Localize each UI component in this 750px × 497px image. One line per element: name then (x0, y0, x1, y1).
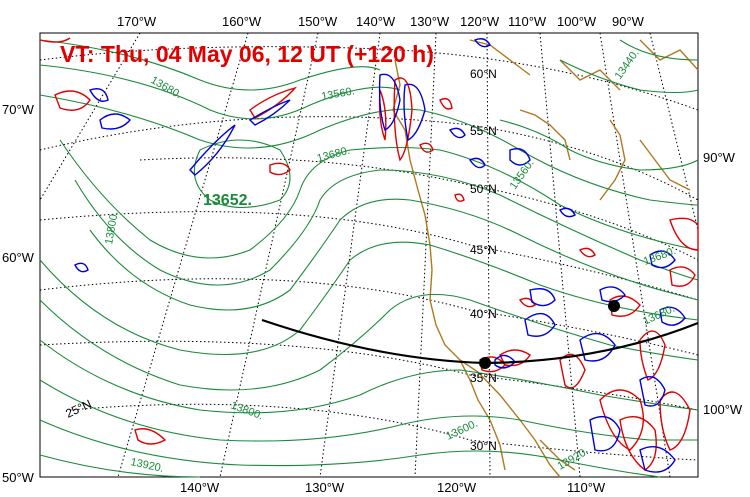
map-frame (39, 32, 699, 478)
left-label: 70°W (2, 102, 35, 117)
right-label: 90°W (703, 150, 736, 165)
top-lon-label: 150°W (298, 14, 338, 29)
top-lon-label: 140°W (356, 14, 396, 29)
right-labels: 90°W 100°W (703, 150, 743, 417)
top-lon-label: 100°W (557, 14, 597, 29)
cross-section-point-a (479, 357, 491, 369)
top-lon-labels: 170°W 160°W 150°W 140°W 130°W 120°W 110°… (117, 14, 645, 29)
top-lon-label: 90°W (612, 14, 645, 29)
cross-section-point-b (608, 300, 620, 312)
lat-label: 40°N (470, 307, 497, 321)
right-label: 100°W (703, 402, 743, 417)
lat-label: 60°N (470, 67, 497, 81)
bottom-lon-labels: 140°W 130°W 120°W 110°W (180, 480, 606, 495)
positive-contours (39, 37, 699, 471)
left-labels: 70°W 60°W 50°W (2, 102, 35, 485)
low-center-label: 13652. (203, 192, 252, 209)
left-label: 50°W (2, 470, 35, 485)
negative-contours (74, 38, 686, 473)
lat-label: 35°N (470, 371, 497, 385)
top-lon-label: 110°W (508, 14, 547, 29)
lat-label: 55°N (470, 124, 497, 138)
bottom-lon-label: 110°W (567, 480, 606, 495)
map-title: VT: Thu, 04 May 06, 12 UT (+120 h) (60, 41, 434, 67)
bottom-lon-label: 120°W (437, 480, 477, 495)
bottom-lon-label: 130°W (305, 480, 345, 495)
top-lon-label: 130°W (410, 14, 450, 29)
graticule (39, 32, 699, 478)
top-lon-label: 170°W (117, 14, 157, 29)
lat-label: 50°N (470, 182, 497, 196)
bottom-lon-label: 140°W (180, 480, 220, 495)
top-lon-label: 120°W (460, 14, 500, 29)
contour-label: 13560. (320, 85, 355, 103)
geopotential-contours (39, 39, 699, 478)
left-label: 60°W (2, 250, 35, 265)
contour-label: 13800. (103, 210, 121, 245)
top-lon-label: 160°W (222, 14, 262, 29)
lat-label: 30°N (470, 439, 497, 453)
lat-label: 45°N (470, 243, 497, 257)
